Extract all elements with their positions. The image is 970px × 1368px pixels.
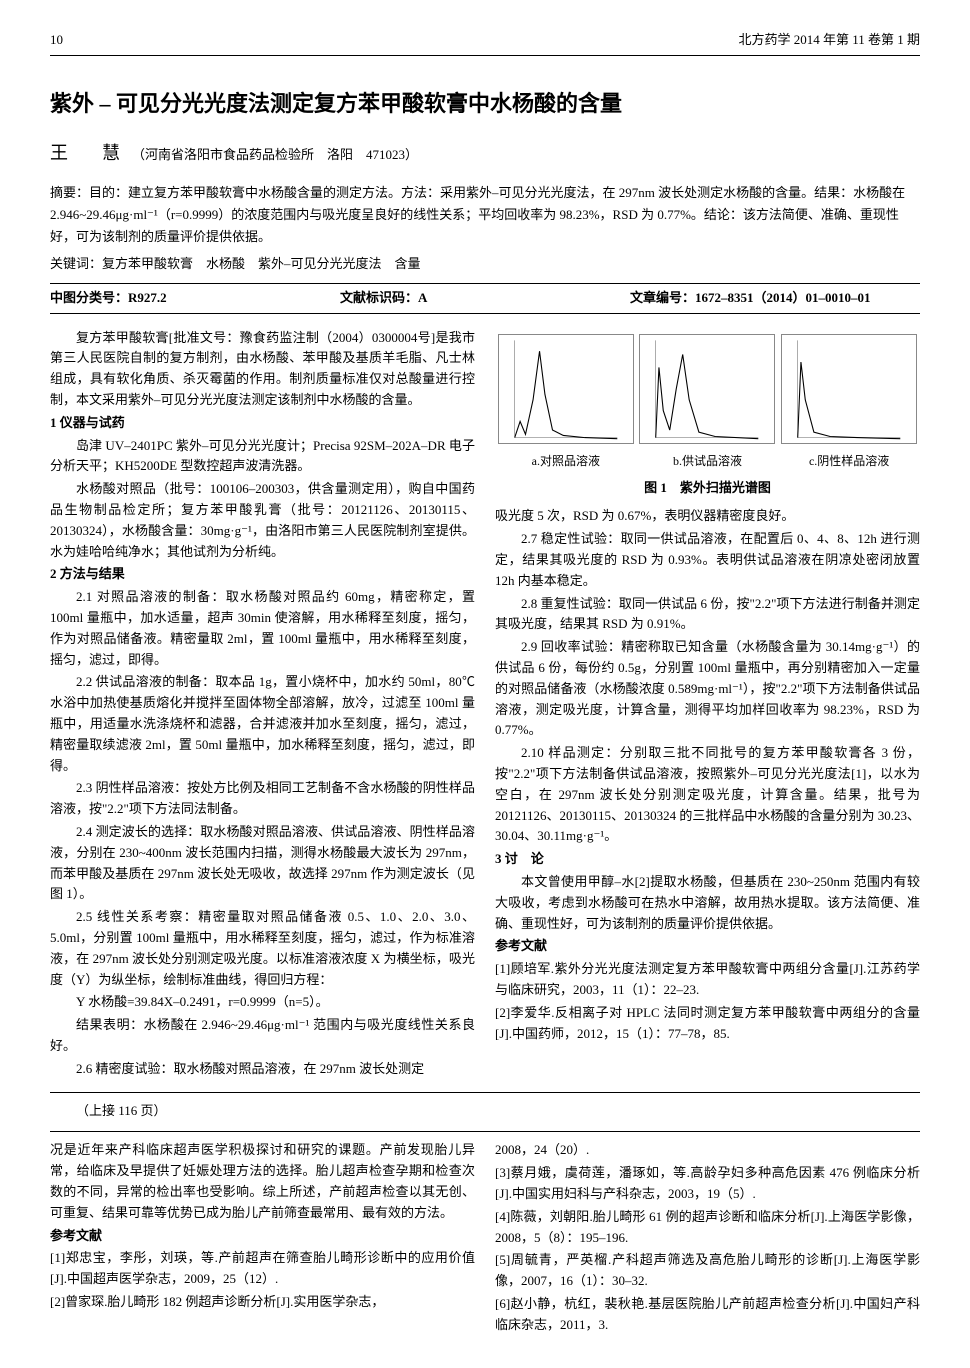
continuation-columns: 况是近年来产科临床超声医学积极探讨和研究的课题。产前发现胎儿异常，给临床及早提供… — [50, 1140, 920, 1337]
references-head: 参考文献 — [495, 936, 920, 957]
cont-ref-1: [1]郑忠宝，李彤，刘瑛，等.产前超声在筛查胎儿畸形诊断中的应用价值[J].中国… — [50, 1248, 475, 1290]
para-2-7: 2.7 稳定性试验：取同一供试品溶液，在配置后 0、4、8、12h 进行测定，结… — [495, 529, 920, 591]
para-instruments: 岛津 UV–2401PC 紫外–可见分光光度计；Precisa 92SM–202… — [50, 436, 475, 478]
chart-b-label: b.供试品溶液 — [639, 452, 775, 471]
spectra-charts: a.对照品溶液 b.供试品溶液 c.阴性样品溶液 — [495, 334, 920, 472]
section-1-head: 1 仪器与试药 — [50, 413, 475, 434]
main-columns: 复方苯甲酸软膏[批准文号：豫食药监注制（2004）0300004号]是我市第三人… — [50, 328, 920, 1082]
para-2-2: 2.2 供试品溶液的制备：取本品 1g，置小烧杯中，加水约 50ml，80℃水浴… — [50, 672, 475, 776]
chart-c-svg — [781, 334, 917, 444]
continuation-divider — [50, 1092, 920, 1093]
para-2-5: 2.5 线性关系考察：精密量取对照品储备液 0.5、1.0、2.0、3.0、5.… — [50, 907, 475, 990]
para-2-10: 2.10 样品测定：分别取三批不同批号的复方苯甲酸软膏各 3 份，按"2.2"项… — [495, 743, 920, 847]
cont-ref-2: [2]曾家琛.胎儿畸形 182 例超声诊断分析[J].实用医学杂志， — [50, 1292, 475, 1313]
para-2-6: 2.6 精密度试验：取水杨酸对照品溶液，在 297nm 波长处测定 — [50, 1059, 475, 1080]
para-2-4: 2.4 测定波长的选择：取水杨酸对照品溶液、供试品溶液、阴性样品溶液，分别在 2… — [50, 822, 475, 905]
keywords: 关键词：复方苯甲酸软膏 水杨酸 紫外–可见分光光度法 含量 — [50, 254, 920, 275]
continuation-header: （上接 116 页） — [50, 1101, 920, 1122]
para-2-1: 2.1 对照品溶液的制备：取水杨酸对照品约 60mg，精密称定，置 100ml … — [50, 587, 475, 670]
para-2-3: 2.3 阴性样品溶液：按处方比例及相同工艺制备不含水杨酸的阴性样品溶液，按"2.… — [50, 778, 475, 820]
chart-a-svg — [498, 334, 634, 444]
chart-b: b.供试品溶液 — [639, 334, 775, 472]
cont-ref-head: 参考文献 — [50, 1226, 475, 1247]
cont-ref-6: [6]赵小静，杭红，裴秋艳.基层医院胎儿产前超声检查分析[J].中国妇产科临床杂… — [495, 1294, 920, 1336]
cont-ref-5: [5]周毓青，严英榴.产科超声筛选及高危胎儿畸形的诊断[J].上海医学影像，20… — [495, 1250, 920, 1292]
section-3-head: 3 讨 论 — [495, 849, 920, 870]
article-number: 文章编号：1672–8351（2014）01–0010–01 — [630, 288, 920, 309]
doc-code: 文献标识码：A — [340, 288, 630, 309]
section-2-head: 2 方法与结果 — [50, 564, 475, 585]
chart-c-label: c.阴性样品溶液 — [781, 452, 917, 471]
cont-left-column: 况是近年来产科临床超声医学积极探讨和研究的课题。产前发现胎儿异常，给临床及早提供… — [50, 1140, 475, 1337]
chart-a-label: a.对照品溶液 — [498, 452, 634, 471]
page-number: 10 — [50, 30, 63, 51]
chart-a: a.对照品溶液 — [498, 334, 634, 472]
left-column: 复方苯甲酸软膏[批准文号：豫食药监注制（2004）0300004号]是我市第三人… — [50, 328, 475, 1082]
cont-ref-2b: 2008，24（20）. — [495, 1140, 920, 1161]
para-2-9: 2.9 回收率试验：精密称取已知含量（水杨酸含量为 30.14mg·g⁻¹）的供… — [495, 637, 920, 741]
abstract: 摘要：目的：建立复方苯甲酸软膏中水杨酸含量的测定方法。方法：采用紫外–可见分光光… — [50, 182, 920, 248]
article-title: 紫外 – 可见分光光度法测定复方苯甲酸软膏中水杨酸的含量 — [50, 86, 920, 121]
cont-para: 况是近年来产科临床超声医学积极探讨和研究的课题。产前发现胎儿异常，给临床及早提供… — [50, 1140, 475, 1223]
meta-row: 中图分类号：R927.2 文献标识码：A 文章编号：1672–8351（2014… — [50, 283, 920, 314]
para-precision-cont: 吸光度 5 次，RSD 为 0.67%，表明仪器精密度良好。 — [495, 506, 920, 527]
para-2-8: 2.8 重复性试验：取同一供试品 6 份，按"2.2"项下方法进行制备并测定其吸… — [495, 594, 920, 636]
journal-info: 北方药学 2014 年第 11 卷第 1 期 — [738, 30, 920, 51]
clc-number: 中图分类号：R927.2 — [50, 288, 340, 309]
right-column: a.对照品溶液 b.供试品溶液 c.阴性样品溶液 — [495, 328, 920, 1082]
para-equation: Y 水杨酸=39.84X–0.2491，r=0.9999（n=5）。 — [50, 992, 475, 1013]
chart-b-svg — [639, 334, 775, 444]
cont-ref-3: [3]蔡月娥，虞荷莲，潘琢如，等.高龄孕妇多种高危因素 476 例临床分析[J]… — [495, 1163, 920, 1205]
cont-ref-4: [4]陈薇，刘朝阳.胎儿畸形 61 例的超声诊断和临床分析[J].上海医学影像，… — [495, 1207, 920, 1249]
continuation-divider-2 — [50, 1131, 920, 1132]
page-header: 10 北方药学 2014 年第 11 卷第 1 期 — [50, 30, 920, 56]
figure-1-caption: 图 1 紫外扫描光谱图 — [495, 478, 920, 499]
ref-2: [2]李爱华.反相离子对 HPLC 法同时测定复方苯甲酸软膏中两组分的含量[J]… — [495, 1003, 920, 1045]
author-name: 王 慧 — [50, 143, 128, 163]
ref-1: [1]顾培军.紫外分光光度法测定复方苯甲酸软膏中两组分含量[J].江苏药学与临床… — [495, 959, 920, 1001]
chart-c: c.阴性样品溶液 — [781, 334, 917, 472]
para-discussion: 本文曾使用甲醇–水[2]提取水杨酸，但基质在 230~250nm 范围内有较大吸… — [495, 872, 920, 934]
para-linear-result: 结果表明：水杨酸在 2.946~29.46μg·ml⁻¹ 范围内与吸光度线性关系… — [50, 1015, 475, 1057]
author-line: 王 慧 （河南省洛阳市食品药品检验所 洛阳 471023） — [50, 139, 920, 168]
cont-right-column: 2008，24（20）. [3]蔡月娥，虞荷莲，潘琢如，等.高龄孕妇多种高危因素… — [495, 1140, 920, 1337]
para-reagents: 水杨酸对照品（批号：100106–200303，供含量测定用），购自中国药品生物… — [50, 479, 475, 562]
intro-para: 复方苯甲酸软膏[批准文号：豫食药监注制（2004）0300004号]是我市第三人… — [50, 328, 475, 411]
author-affiliation: （河南省洛阳市食品药品检验所 洛阳 471023） — [132, 147, 418, 162]
